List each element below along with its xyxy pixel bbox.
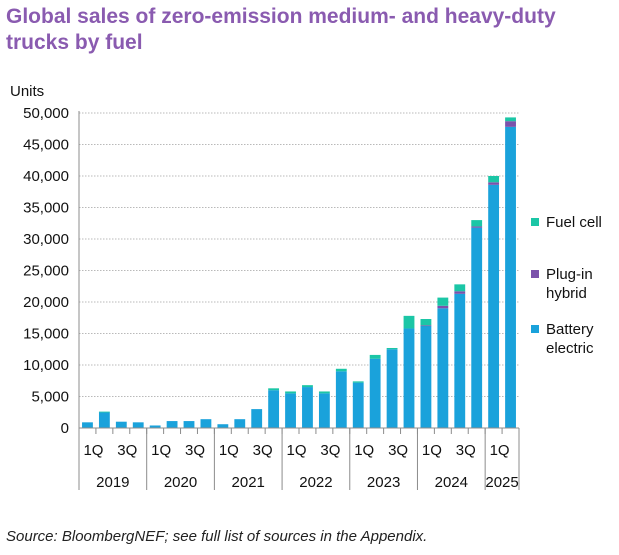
bar-battery-electric <box>82 422 93 428</box>
bar-fuel-cell <box>403 315 415 329</box>
bar-battery-electric <box>352 382 364 428</box>
x-year-label: 2022 <box>299 474 332 491</box>
bar-battery-electric <box>369 358 381 428</box>
bar-plug-in-hybrid <box>471 226 483 228</box>
bar-battery-electric <box>488 184 500 428</box>
bar-battery-electric <box>251 409 263 428</box>
bar-fuel-cell <box>285 391 296 394</box>
bar-fuel-cell <box>454 284 466 292</box>
bar-plug-in-hybrid <box>420 325 432 327</box>
bar-battery-electric <box>285 393 296 428</box>
bar-plug-in-hybrid <box>454 291 466 294</box>
y-tick-label: 40,000 <box>23 168 69 185</box>
bar-fuel-cell <box>98 411 110 413</box>
bar-fuel-cell <box>471 220 483 227</box>
bar-battery-electric <box>403 328 415 428</box>
chart-title: Global sales of zero-emission medium- an… <box>6 4 616 56</box>
y-tick-label: 10,000 <box>23 357 69 374</box>
bar-battery-electric <box>183 421 195 428</box>
x-quarter-label: 3Q <box>456 442 476 459</box>
x-quarter-label: 3Q <box>320 442 340 459</box>
bar-plug-in-hybrid <box>505 121 516 127</box>
bar-battery-electric <box>318 393 330 428</box>
x-quarter-label: 1Q <box>422 442 442 459</box>
x-quarter-label: 3Q <box>388 442 408 459</box>
bar-fuel-cell <box>268 388 280 391</box>
x-quarter-label: 1Q <box>287 442 307 459</box>
legend-battery-electric-label: Battery electric <box>546 321 594 357</box>
x-quarter-label: 3Q <box>253 442 273 459</box>
y-axis-label: Units <box>10 83 44 100</box>
bar-battery-electric <box>302 387 313 428</box>
legend-plug-in-hybrid-swatch <box>531 270 539 278</box>
bar-fuel-cell <box>352 381 364 383</box>
x-year-label: 2023 <box>367 474 400 491</box>
chart-title-line-1: Global sales of zero-emission medium- an… <box>6 5 556 28</box>
legend-fuel-cell-label: Fuel cell <box>546 214 602 231</box>
x-quarter-label: 1Q <box>354 442 374 459</box>
x-year-label: 2025 <box>485 474 518 491</box>
stacked-bar-chart: 0 5,000 10,000 15,000 20,000 25,000 30,000 35,0… <box>10 83 602 491</box>
bar-battery-electric <box>98 412 110 428</box>
y-tick-label: 0 <box>61 420 69 437</box>
bar-battery-electric <box>268 390 280 428</box>
legend-plug-in-hybrid-label: Plug-in hybrid <box>546 266 593 302</box>
bar-battery-electric <box>420 325 432 428</box>
bar-fuel-cell <box>386 347 398 350</box>
y-tick-label: 35,000 <box>23 200 69 217</box>
bar-plug-in-hybrid <box>488 182 500 185</box>
bar-battery-electric <box>166 421 178 428</box>
bar-battery-electric <box>149 425 161 428</box>
bar-battery-electric <box>132 422 144 428</box>
bar-fuel-cell <box>335 368 347 372</box>
x-year-label: 2020 <box>164 474 197 491</box>
source-note: Source: BloombergNEF; see full list of s… <box>6 528 428 545</box>
bar-battery-electric <box>386 349 398 428</box>
x-quarter-label: 1Q <box>219 442 239 459</box>
y-tick-label: 15,000 <box>23 326 69 343</box>
x-quarter-label: 3Q <box>185 442 205 459</box>
bar-battery-electric <box>234 419 246 428</box>
bar-battery-electric <box>454 293 466 428</box>
bar-fuel-cell <box>318 391 330 394</box>
bar-fuel-cell <box>369 354 381 359</box>
bar-plug-in-hybrid <box>437 305 449 309</box>
y-tick-label: 50,000 <box>23 105 69 122</box>
x-quarter-label: 1Q <box>151 442 171 459</box>
bar-battery-electric <box>437 308 449 428</box>
bar-fuel-cell <box>505 117 516 122</box>
bar-battery-electric <box>115 421 127 428</box>
bar-battery-electric <box>335 371 347 428</box>
x-quarter-label: 3Q <box>117 442 137 459</box>
legend-battery-electric-swatch <box>531 325 539 333</box>
x-quarter-label: 1Q <box>490 442 510 459</box>
y-tick-label: 30,000 <box>23 231 69 248</box>
bar-battery-electric <box>471 227 483 428</box>
y-tick-label: 5,000 <box>31 389 69 406</box>
bar-battery-electric <box>505 126 516 429</box>
y-tick-label: 20,000 <box>23 294 69 311</box>
x-quarter-label: 1Q <box>83 442 103 459</box>
bar-battery-electric <box>200 419 212 428</box>
bar-fuel-cell <box>488 176 500 183</box>
y-tick-label: 45,000 <box>23 137 69 154</box>
legend-fuel-cell-swatch <box>531 218 539 226</box>
x-year-label: 2019 <box>96 474 129 491</box>
bar-fuel-cell <box>437 297 449 306</box>
x-year-label: 2024 <box>435 474 468 491</box>
x-year-label: 2021 <box>232 474 265 491</box>
chart-title-line-2: trucks by fuel <box>6 31 143 54</box>
bar-battery-electric <box>217 424 229 428</box>
y-tick-label: 25,000 <box>23 263 69 280</box>
bar-fuel-cell <box>302 385 313 388</box>
bar-fuel-cell <box>420 319 432 326</box>
